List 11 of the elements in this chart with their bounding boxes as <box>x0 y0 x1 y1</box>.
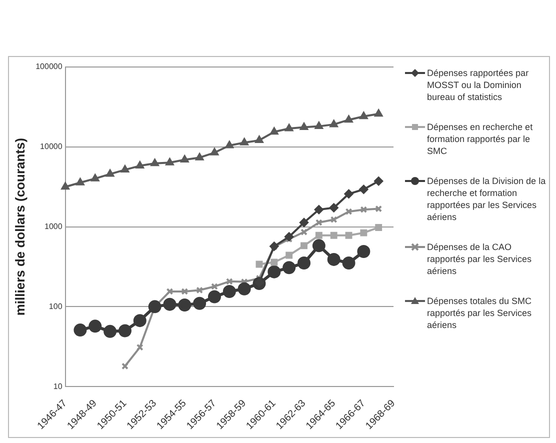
y-axis-title: milliers de dollars (courants) <box>12 138 28 316</box>
y-tick-label: 100000 <box>36 62 63 72</box>
legend-label: Dépenses en recherche et formation rapportés par le SMC <box>427 121 534 157</box>
y-tick-label: 100 <box>48 302 63 311</box>
legend-label: Dépenses de la Division de la recherche et formation rapportées par les Services aériens <box>427 175 547 223</box>
legend-label: Dépenses de la CAO rapportés par les Services aériens <box>427 241 533 277</box>
y-tick-label: 10 <box>53 382 63 391</box>
y-tick-label: 10000 <box>40 142 63 152</box>
legend-label: Dépenses rapportées par MOSST ou la Dominion bureau of statistics <box>427 67 530 103</box>
y-tick-label: 1000 <box>44 222 63 231</box>
legend-label: Dépenses totales du SMC rapportés par les Services aériens <box>427 295 533 331</box>
